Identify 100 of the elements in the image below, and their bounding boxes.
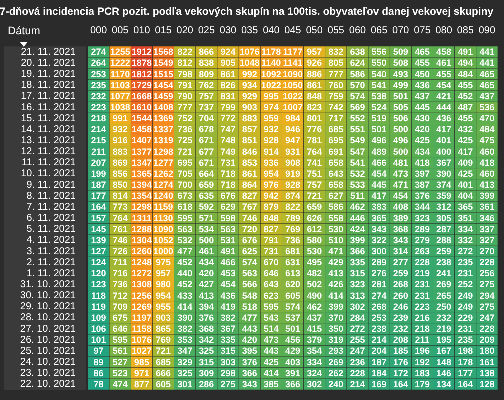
data-label: 757 <box>307 180 322 190</box>
data-label: 1377 <box>132 146 152 157</box>
y-tick-label: 17. 11. 2021 <box>21 91 76 102</box>
data-label: 383 <box>372 202 387 212</box>
data-label: 370 <box>328 312 344 323</box>
data-label: 302 <box>307 379 322 390</box>
data-label: 128 <box>480 379 495 390</box>
data-label: 493 <box>393 69 408 80</box>
data-label: 277 <box>393 258 408 268</box>
data-label: 731 <box>220 158 236 168</box>
data-label: 491 <box>458 47 474 58</box>
data-label: 505 <box>393 102 408 113</box>
data-label: 433 <box>178 290 193 301</box>
data-label: 678 <box>199 124 214 135</box>
data-label: 408 <box>393 202 408 212</box>
data-label: 274 <box>91 47 106 58</box>
data-label: 461 <box>436 58 452 68</box>
data-label: 538 <box>372 91 387 102</box>
data-label: 177 <box>91 191 106 202</box>
data-label: 183 <box>414 368 430 378</box>
data-label: 838 <box>199 58 214 68</box>
data-label: 314 <box>393 246 408 257</box>
data-label: 752 <box>178 114 193 124</box>
data-label: 718 <box>220 168 236 179</box>
y-tick-label: 7. 11. 2021 <box>26 202 76 213</box>
data-label: 214 <box>372 335 387 346</box>
data-label: 430 <box>414 114 430 124</box>
data-label: 209 <box>480 335 495 346</box>
data-label: 789 <box>285 213 301 224</box>
data-label: 231 <box>458 268 474 279</box>
data-label: 717 <box>328 114 344 124</box>
data-label: 465 <box>414 47 430 58</box>
data-label: 866 <box>199 47 214 58</box>
data-label: 219 <box>436 324 452 334</box>
data-label: 466 <box>220 258 236 268</box>
data-label: 454 <box>220 280 236 290</box>
data-label: 1090 <box>282 69 304 80</box>
y-tick-label: 19. 11. 2021 <box>21 69 76 80</box>
data-label: 219 <box>414 268 430 279</box>
data-label: 263 <box>414 246 430 257</box>
data-label: 659 <box>199 180 214 190</box>
data-label: 721 <box>156 346 172 356</box>
data-label: 1141 <box>283 58 303 68</box>
data-label: 725 <box>178 136 193 146</box>
data-label: 919 <box>285 168 301 179</box>
data-label: 764 <box>112 213 128 224</box>
data-label: 595 <box>264 302 279 312</box>
data-label: 658 <box>328 180 344 190</box>
data-label: 671 <box>199 136 214 146</box>
data-label: 1248 <box>132 258 152 268</box>
data-label: 235 <box>458 335 474 346</box>
data-label: 450 <box>414 69 430 80</box>
data-label: 574 <box>285 302 301 312</box>
data-label: 685 <box>328 124 344 135</box>
data-label: 769 <box>285 224 301 234</box>
data-label: 1610 <box>132 102 152 113</box>
data-label: 1308 <box>132 280 152 290</box>
y-axis-title: Dátum <box>8 26 40 38</box>
data-label: 426 <box>328 280 344 290</box>
data-label: 400 <box>436 146 452 157</box>
data-label: 179 <box>414 379 430 390</box>
data-label: 1177 <box>283 47 303 58</box>
y-tick-label: 16. 11. 2021 <box>21 102 76 114</box>
data-label: 992 <box>242 69 258 80</box>
data-label: 368 <box>393 224 408 234</box>
data-label: 365 <box>458 202 474 212</box>
data-label: 1262 <box>154 168 174 179</box>
data-label: 289 <box>372 258 387 268</box>
data-label: 1240 <box>154 191 174 202</box>
data-label: 228 <box>414 258 430 268</box>
data-label: 1311 <box>132 213 152 224</box>
data-label: 846 <box>242 146 258 157</box>
y-tick-label: 1. 11. 2021 <box>26 268 76 280</box>
data-label: 790 <box>178 91 193 102</box>
x-tick-label: 045 <box>284 25 302 36</box>
data-label: 334 <box>307 357 322 368</box>
data-label: 976 <box>264 180 279 190</box>
data-label: 673 <box>178 191 193 202</box>
data-label: 247 <box>480 312 495 323</box>
data-label: 500 <box>199 235 214 246</box>
y-tick-label: 9. 11. 2021 <box>26 180 76 191</box>
data-label: 534 <box>199 224 214 234</box>
data-label: 146 <box>436 368 452 378</box>
data-label: 281 <box>372 280 387 290</box>
data-label: 458 <box>436 47 452 58</box>
data-label: 742 <box>328 102 344 113</box>
data-label: 671 <box>199 158 214 168</box>
data-label: 827 <box>242 191 258 202</box>
data-label: 401 <box>458 180 474 190</box>
data-label: 425 <box>414 136 430 146</box>
data-label: 443 <box>242 324 258 334</box>
x-tick-label: 085 <box>457 25 474 36</box>
data-label: 556 <box>372 47 387 58</box>
data-label: 391 <box>285 368 301 378</box>
data-label: 605 <box>285 290 301 301</box>
data-label: 232 <box>393 324 408 334</box>
data-label: 827 <box>264 224 279 234</box>
data-label: 134 <box>436 379 452 390</box>
data-label: 196 <box>414 346 430 356</box>
data-label: 437 <box>414 91 430 102</box>
